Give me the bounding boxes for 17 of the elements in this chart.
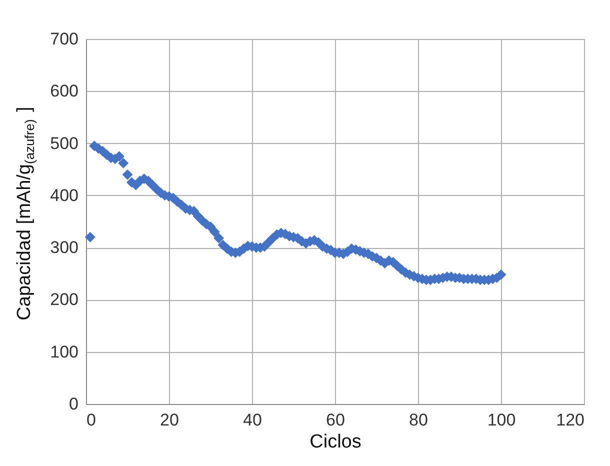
y-tick-label: 400	[50, 186, 78, 205]
y-tick-label: 500	[50, 134, 78, 153]
x-tick-label: 0	[86, 410, 96, 430]
y-tick-label: 300	[50, 238, 78, 258]
y-tick-label: 0	[69, 394, 78, 414]
y-tick-label: 700	[50, 30, 78, 48]
x-tick-label: 80	[409, 410, 428, 430]
x-tick-label: 60	[326, 410, 345, 430]
x-tick-label: 120	[556, 410, 584, 430]
x-tick-label: 100	[487, 410, 516, 430]
y-tick-label: 200	[50, 290, 78, 310]
x-axis-title: Ciclos	[310, 432, 362, 452]
x-tick-label: 20	[160, 410, 179, 430]
y-tick-label: 600	[50, 82, 78, 101]
y-axis-title: Capacidad [mAh/g(azufre)]	[14, 106, 37, 320]
y-tick-label: 100	[50, 342, 78, 362]
x-tick-label: 40	[243, 410, 262, 430]
